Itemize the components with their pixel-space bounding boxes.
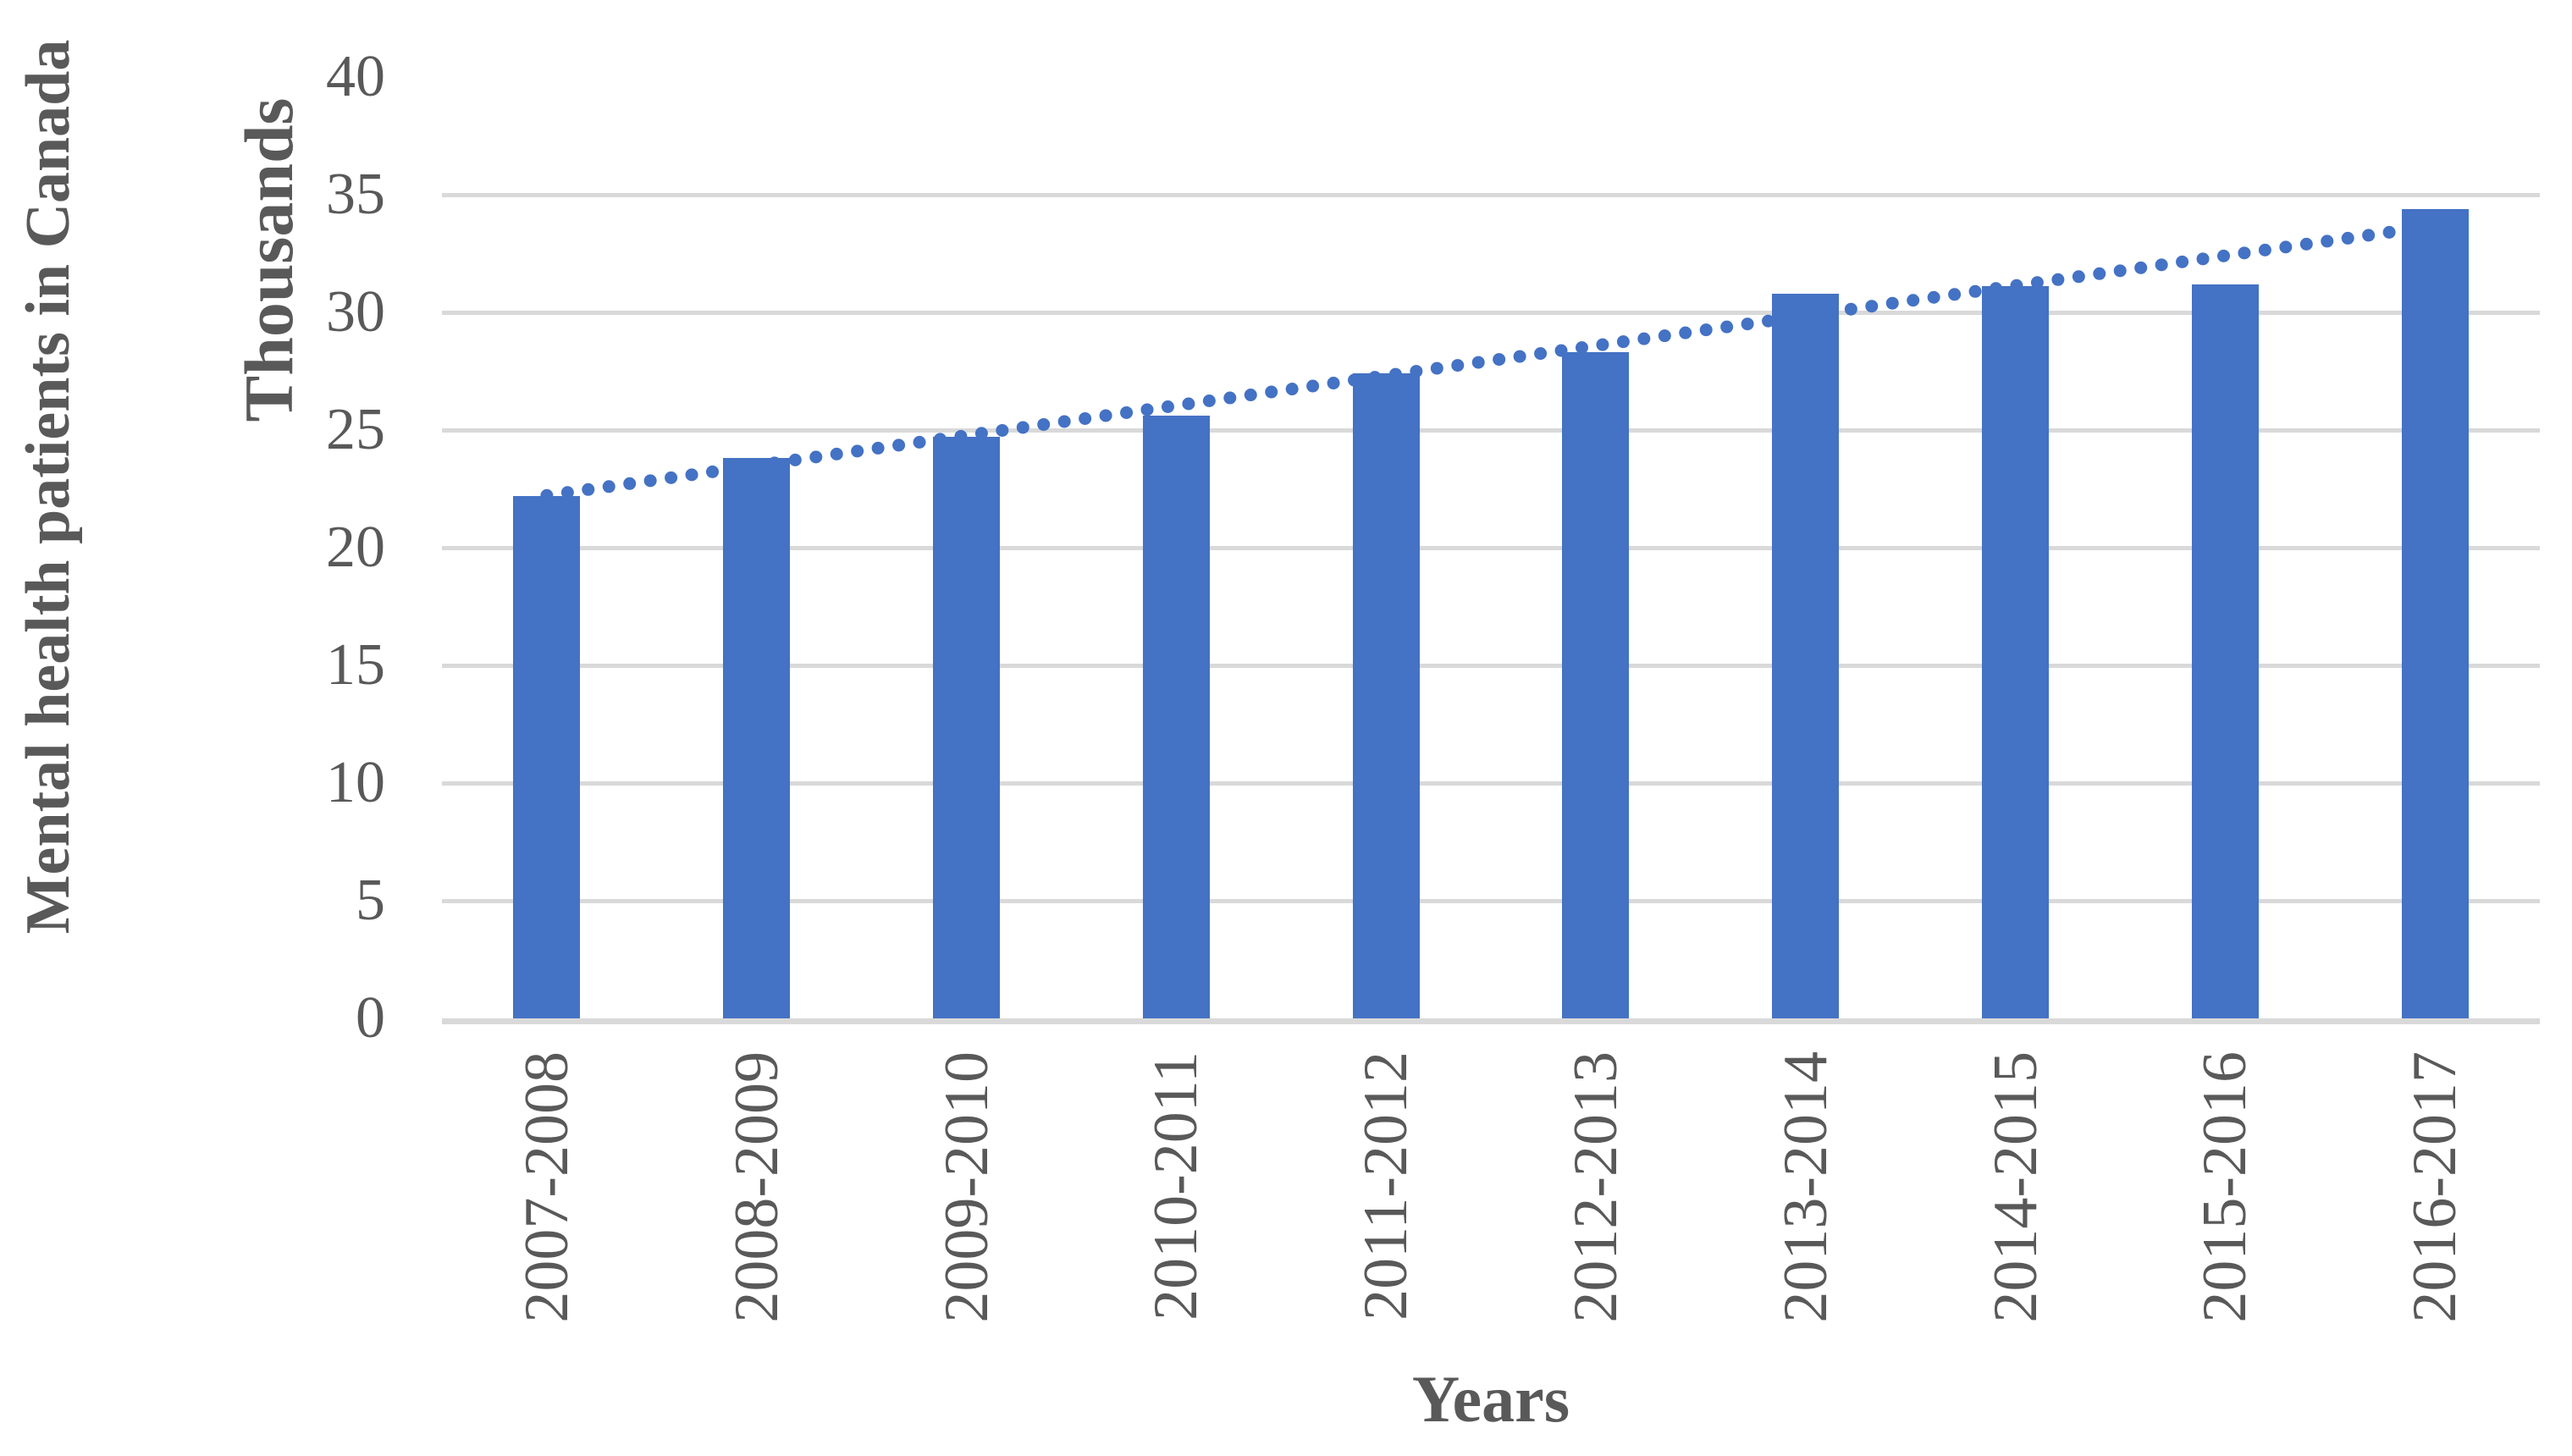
x-tick-2009-2010: 2009-2010	[931, 1051, 1002, 1323]
bar-2015-2016	[2191, 284, 2259, 1018]
x-tick-2015-2016: 2015-2016	[2190, 1051, 2260, 1323]
y-tick-20: 20	[326, 515, 385, 580]
y-tick-10: 10	[326, 750, 385, 815]
y-tick-40: 40	[326, 44, 385, 109]
x-tick-2014-2015: 2014-2015	[1980, 1051, 2050, 1323]
gridline-5	[442, 898, 2540, 903]
y-tick-25: 25	[326, 397, 385, 462]
bar-2009-2010	[933, 437, 1000, 1018]
bar-2012-2013	[1562, 352, 1630, 1018]
y-tick-0: 0	[356, 985, 385, 1051]
x-axis-line	[442, 1018, 2540, 1024]
bar-2016-2017	[2401, 208, 2469, 1018]
gridline-20	[442, 545, 2540, 550]
gridline-10	[442, 780, 2540, 786]
y-tick-35: 35	[326, 162, 385, 227]
y-axis-units-label: Thousands	[230, 97, 307, 422]
y-axis-title: Mental health patients in Canada	[14, 39, 83, 935]
y-tick-15: 15	[326, 632, 385, 698]
bar-2013-2014	[1772, 293, 1840, 1018]
y-tick-30: 30	[326, 279, 385, 345]
x-tick-2016-2017: 2016-2017	[2400, 1051, 2470, 1323]
x-tick-2007-2008: 2007-2008	[511, 1051, 582, 1323]
gridline-15	[442, 663, 2540, 668]
x-tick-2011-2012: 2011-2012	[1351, 1051, 1421, 1321]
x-tick-2010-2011: 2010-2011	[1141, 1051, 1211, 1321]
gridline-35	[442, 192, 2540, 197]
x-tick-2013-2014: 2013-2014	[1770, 1051, 1841, 1323]
bar-2011-2012	[1352, 373, 1420, 1018]
bar-2008-2009	[723, 458, 791, 1018]
bar-2007-2008	[513, 495, 581, 1018]
x-axis-title: Years	[1411, 1362, 1570, 1436]
bar-2010-2011	[1142, 416, 1210, 1018]
trendline-dotted	[540, 219, 2442, 502]
bar-2014-2015	[1982, 286, 2049, 1018]
y-tick-5: 5	[356, 868, 385, 933]
x-tick-2008-2009: 2008-2009	[721, 1051, 792, 1323]
x-tick-2012-2013: 2012-2013	[1560, 1051, 1631, 1323]
